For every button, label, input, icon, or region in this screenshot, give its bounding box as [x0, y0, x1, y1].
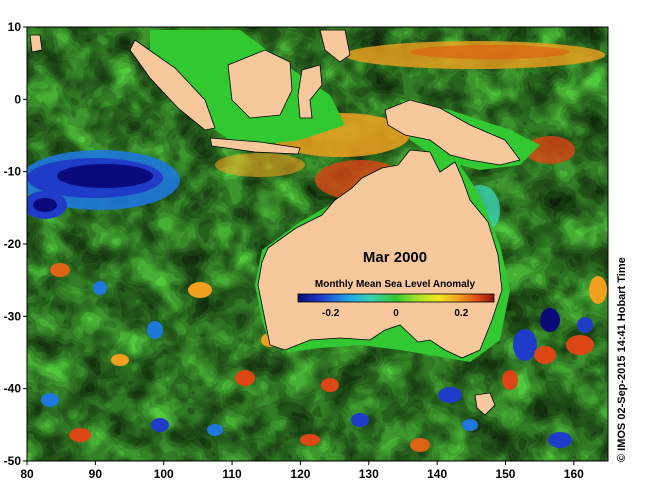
latitude-axis: 10 0 -10 -20 -30 -40 -50	[4, 20, 27, 468]
lat-tick-label: 10	[8, 20, 22, 34]
lat-tick-label: 0	[14, 92, 21, 106]
anomaly-field	[27, 27, 608, 461]
colorbar-tick-label: 0.2	[454, 308, 468, 319]
colorbar-label: Monthly Mean Sea Level Anomaly	[315, 279, 476, 290]
lon-tick-label: 140	[427, 467, 447, 481]
credit-text: © IMOS 02-Sep-2015 14:41 Hobart Time	[616, 257, 628, 462]
lat-tick-label: -10	[4, 165, 22, 179]
lon-tick-label: 120	[290, 467, 310, 481]
longitude-axis: 80 90 100 110 120 130 140 150 160	[20, 461, 584, 481]
lon-tick-label: 160	[564, 467, 584, 481]
lat-tick-label: -40	[4, 382, 22, 396]
lat-tick-label: -50	[4, 454, 22, 468]
lon-tick-label: 130	[359, 467, 379, 481]
colorbar-tick-label: 0	[393, 308, 399, 319]
map-title: Mar 2000	[363, 249, 427, 266]
colorbar-ticks: -0.2 0 0.2	[322, 308, 469, 319]
tasmania-landmass	[474, 392, 496, 416]
negative-anomaly-band	[27, 150, 180, 219]
lat-tick-label: -20	[4, 237, 22, 251]
philippines-landmass	[319, 29, 351, 63]
lat-tick-label: -30	[4, 309, 22, 323]
sumatra-landmass	[129, 39, 216, 131]
lon-tick-label: 90	[89, 467, 103, 481]
colorbar-scale	[297, 293, 495, 303]
new-guinea-landmass	[384, 99, 521, 166]
sri-lanka-landmass	[29, 34, 43, 53]
colorbar-tick-label: -0.2	[322, 308, 340, 319]
lon-tick-label: 80	[20, 467, 34, 481]
lon-tick-label: 100	[154, 467, 174, 481]
lon-tick-label: 110	[222, 467, 242, 481]
australia-landmass	[257, 149, 503, 359]
lon-tick-label: 150	[495, 467, 515, 481]
borneo-landmass	[227, 49, 293, 119]
land-masses	[29, 29, 521, 416]
java-landmass	[209, 137, 301, 155]
sulawesi-landmass	[297, 64, 323, 119]
colorbar: Monthly Mean Sea Level Anomaly -0.2 0 0.2	[297, 279, 495, 319]
